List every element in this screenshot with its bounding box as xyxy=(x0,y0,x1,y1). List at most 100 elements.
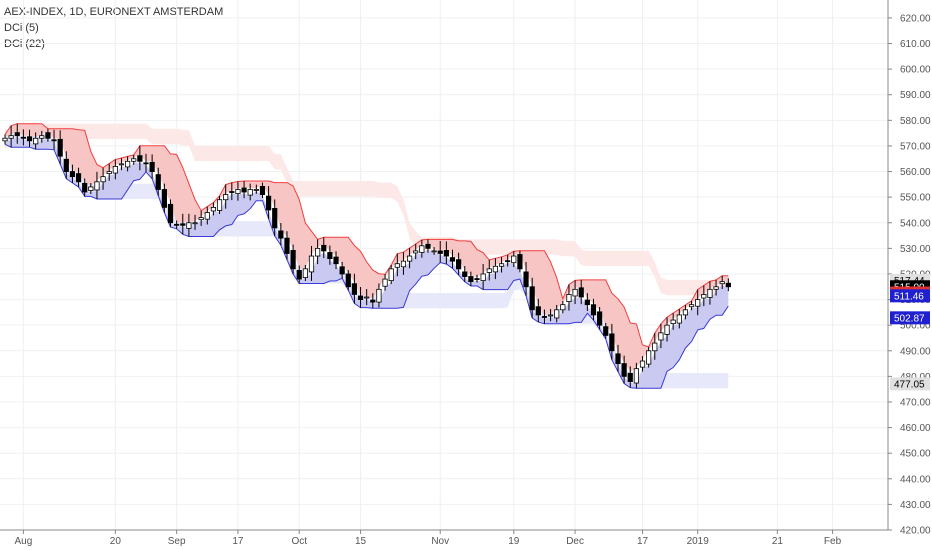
candle-body xyxy=(499,264,503,267)
price-badge-label: 511.46 xyxy=(894,291,924,302)
candle-body xyxy=(695,300,699,307)
candle-body xyxy=(426,244,430,248)
candle-body xyxy=(505,261,509,262)
candle-body xyxy=(720,282,724,284)
y-tick-label: 570.00 xyxy=(900,141,931,152)
candle-body xyxy=(597,312,601,325)
candle-body xyxy=(677,315,681,323)
y-tick-label: 590.00 xyxy=(900,90,931,101)
candle-body xyxy=(21,137,25,138)
price-badge-label: 502.87 xyxy=(894,313,925,324)
candle-body xyxy=(395,264,399,268)
candle-body xyxy=(591,305,595,315)
candle-body xyxy=(95,182,99,190)
candle-body xyxy=(260,186,264,194)
candle-body xyxy=(377,289,381,302)
y-tick-label: 470.00 xyxy=(900,397,931,408)
candle-body xyxy=(463,272,467,277)
candle-body xyxy=(273,208,277,227)
candle-body xyxy=(248,189,252,195)
candle-body xyxy=(52,140,56,141)
y-tick-label: 620.00 xyxy=(900,13,931,24)
candle-body xyxy=(303,269,307,278)
candle-body xyxy=(530,287,534,310)
candle-body xyxy=(150,162,154,171)
candle-body xyxy=(328,252,332,258)
price-badge: 511.46 xyxy=(890,289,930,302)
candle-body xyxy=(181,224,185,226)
candle-body xyxy=(469,277,473,282)
candle-body xyxy=(40,136,44,139)
candle-body xyxy=(628,373,632,381)
candle-body xyxy=(346,274,350,287)
candle-body xyxy=(548,315,552,316)
candle-body xyxy=(340,267,344,274)
candle-body xyxy=(168,204,172,222)
candle-body xyxy=(107,172,111,174)
x-tick-label: Nov xyxy=(431,536,449,547)
candle-body xyxy=(144,163,148,164)
y-tick-label: 550.00 xyxy=(900,193,931,204)
candle-body xyxy=(640,361,644,367)
candle-body xyxy=(438,251,442,254)
candle-body xyxy=(555,310,559,318)
candle-body xyxy=(450,258,454,262)
y-tick-label: 450.00 xyxy=(900,449,931,460)
candle-body xyxy=(456,260,460,269)
candle-body xyxy=(297,270,301,279)
candle-body xyxy=(487,269,491,273)
candle-body xyxy=(291,250,295,268)
candle-body xyxy=(683,310,687,315)
y-tick-label: 490.00 xyxy=(900,346,931,357)
candle-body xyxy=(659,333,663,340)
y-tick-label: 540.00 xyxy=(900,218,931,229)
candle-body xyxy=(585,300,589,305)
x-tick-label: 2019 xyxy=(687,536,710,547)
candle-body xyxy=(481,274,485,281)
candle-body xyxy=(334,257,338,264)
candle-body xyxy=(193,223,197,224)
grid xyxy=(0,0,888,530)
candle-body xyxy=(309,256,313,272)
x-tick-label: Oct xyxy=(291,536,307,547)
candle-body xyxy=(414,251,418,253)
x-tick-label: Feb xyxy=(824,536,842,547)
x-tick-label: 20 xyxy=(110,536,122,547)
candle-body xyxy=(174,224,178,225)
candle-body xyxy=(634,369,638,383)
candle-body xyxy=(352,284,356,295)
candle-body xyxy=(573,289,577,296)
candle-body xyxy=(702,294,706,298)
candle-body xyxy=(236,189,240,193)
candle-body xyxy=(726,283,730,287)
y-tick-label: 430.00 xyxy=(900,500,931,511)
candle-body xyxy=(58,139,62,156)
candle-body xyxy=(714,287,718,290)
candle-body xyxy=(101,177,105,182)
candle-body xyxy=(689,305,693,307)
candle-body xyxy=(407,256,411,261)
candle-body xyxy=(125,161,129,167)
candle-body xyxy=(266,196,270,210)
candle-body xyxy=(315,248,319,256)
x-tick-label: 15 xyxy=(355,536,367,547)
candle-body xyxy=(653,343,657,351)
candle-body xyxy=(33,138,37,144)
candle-body xyxy=(420,246,424,253)
candle-body xyxy=(82,183,86,192)
candle-body xyxy=(604,327,608,336)
x-tick-label: 17 xyxy=(232,536,244,547)
candle-body xyxy=(285,238,289,253)
candle-body xyxy=(254,189,258,190)
x-tick-label: 21 xyxy=(772,536,784,547)
candle-body xyxy=(561,305,565,310)
candle-body xyxy=(205,213,209,220)
candle-body xyxy=(708,289,712,297)
y-tick-label: 600.00 xyxy=(900,65,931,76)
candle-body xyxy=(119,164,123,165)
candle-body xyxy=(536,307,540,315)
candle-body xyxy=(432,251,436,252)
candle-body xyxy=(371,300,375,302)
candle-body xyxy=(475,279,479,280)
